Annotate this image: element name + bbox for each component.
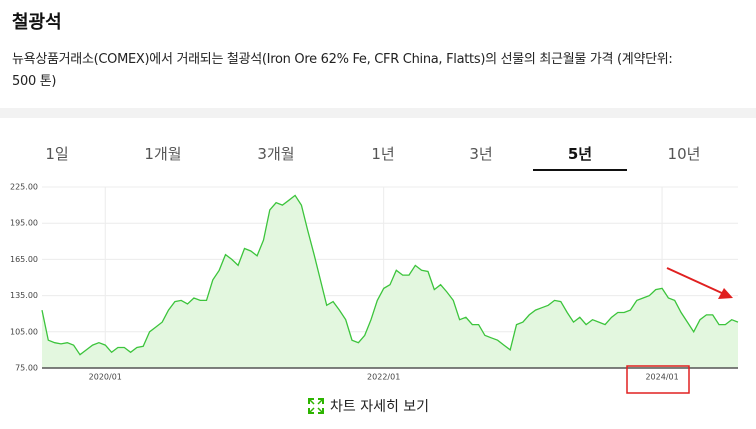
x-tick-label: 2020/01 (89, 373, 122, 382)
area-fill (42, 195, 738, 368)
period-tabs: 1일 1개월 3개월 1년 3년 5년 10년 (0, 138, 756, 172)
annotation-arrow (666, 267, 725, 295)
description: 뉴욕상품거래소(COMEX)에서 거래되는 철광석(Iron Ore 62% F… (12, 52, 673, 67)
y-tick-label: 195.00 (10, 219, 38, 228)
chart-detail-link[interactable]: 차트 자세히 보기 (308, 395, 429, 417)
separator (0, 108, 756, 118)
price-line (41, 194, 739, 356)
x-tick-label: 2024/01 (645, 373, 678, 382)
highlight-box (626, 365, 690, 394)
period-tab[interactable]: 3개월 (257, 145, 295, 163)
period-tab[interactable]: 10년 (667, 145, 701, 163)
y-tick-label: 225.00 (10, 183, 38, 192)
period-tab[interactable]: 5년 (567, 145, 593, 163)
page-title: 철광석 (12, 12, 62, 33)
x-tick-label: 2022/01 (367, 373, 400, 382)
expand-icon (308, 398, 324, 414)
y-tick-label: 105.00 (10, 327, 38, 336)
link-text[interactable]: 차트 자세히 보기 (330, 399, 430, 415)
period-tab[interactable]: 1개월 (144, 145, 182, 163)
y-tick-label: 165.00 (10, 255, 38, 264)
arrow-head (718, 288, 733, 299)
tab-underline (533, 169, 627, 171)
period-tab[interactable]: 1일 (45, 145, 69, 163)
y-tick-label: 135.00 (10, 291, 38, 300)
period-tab[interactable]: 1년 (371, 145, 395, 163)
description: 500 톤) (12, 74, 57, 89)
period-tab[interactable]: 3년 (469, 145, 493, 163)
y-tick-label: 75.00 (15, 364, 38, 373)
